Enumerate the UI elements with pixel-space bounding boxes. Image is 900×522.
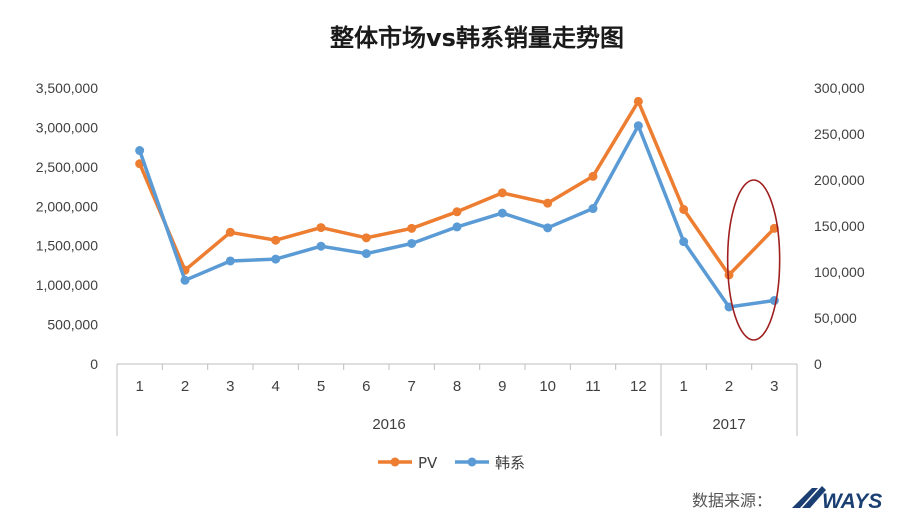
data-point-korean	[407, 238, 417, 248]
y-left-tick-label: 0	[90, 356, 98, 372]
data-point-korean	[452, 222, 462, 232]
ways-logo: WAYS	[792, 486, 882, 513]
data-point-pv	[497, 188, 507, 198]
y-right-tick-label: 300,000	[814, 80, 865, 96]
series-line-korean	[137, 123, 777, 309]
x-tick-label: 10	[539, 378, 556, 395]
data-point-pv	[225, 227, 235, 237]
chart-title: 整体市场vs韩系销量走势图	[330, 24, 624, 52]
x-tick-label: 12	[630, 378, 647, 395]
y-left-tick-label: 1,500,000	[36, 238, 98, 254]
x-tick-label: 2	[181, 378, 189, 395]
data-point-pv	[452, 207, 462, 217]
x-tick-label: 3	[770, 378, 778, 395]
y-right-tick-label: 50,000	[814, 310, 857, 326]
x-axis-groups: 2016 2017	[372, 416, 745, 433]
data-point-pv	[633, 96, 643, 106]
x-tick-label: 4	[271, 378, 279, 395]
x-tick-label: 1	[135, 378, 143, 395]
y-left-tick-label: 2,000,000	[36, 198, 98, 214]
data-point-pv	[588, 171, 598, 181]
y-right-tick-label: 150,000	[814, 218, 865, 234]
x-tick-label: 5	[317, 378, 325, 395]
data-point-pv	[316, 223, 326, 233]
data-point-korean	[543, 223, 553, 233]
x-tick-label: 1	[679, 378, 687, 395]
legend-item-pv: PV	[378, 454, 438, 472]
x-tick-label: 2	[725, 378, 733, 395]
x-tick-label: 9	[498, 378, 506, 395]
year-label: 2016	[372, 416, 405, 433]
data-point-pv	[271, 235, 281, 245]
y-right-axis: 0 50,000 100,000 150,000 200,000 250,000 300,0…	[814, 80, 865, 372]
y-left-tick-label: 3,000,000	[36, 119, 98, 135]
x-tick-label: 7	[407, 378, 415, 395]
year-label: 2017	[712, 416, 745, 433]
x-tick-label: 3	[226, 378, 234, 395]
y-right-tick-label: 200,000	[814, 172, 865, 188]
data-point-pv	[724, 270, 734, 280]
y-right-tick-label: 0	[814, 356, 822, 372]
source-footer: 数据来源： WAYS	[692, 486, 882, 513]
data-point-korean	[225, 256, 235, 266]
annotation-layer	[726, 179, 781, 341]
legend-item-korean: 韩系	[455, 454, 525, 472]
data-point-korean	[135, 146, 145, 156]
y-left-axis: 0 500,000 1,000,000 1,500,000 2,000,000 2,500…	[36, 80, 99, 372]
brand-name: WAYS	[822, 490, 882, 513]
series-layer	[135, 96, 779, 312]
y-right-tick-label: 250,000	[814, 126, 865, 142]
data-point-korean	[271, 254, 281, 264]
data-point-korean	[588, 204, 598, 214]
data-point-pv	[407, 223, 417, 233]
x-tick-label: 11	[585, 378, 601, 395]
highlight-ellipse	[726, 179, 781, 341]
axes	[116, 363, 798, 436]
y-left-tick-label: 3,500,000	[36, 80, 98, 96]
legend-label-korean: 韩系	[495, 454, 525, 472]
source-label: 数据来源：	[692, 491, 772, 510]
data-point-pv	[361, 233, 371, 243]
x-tick-label: 8	[453, 378, 461, 395]
data-point-korean	[361, 249, 371, 259]
y-right-tick-label: 100,000	[814, 264, 865, 280]
y-left-tick-label: 2,500,000	[36, 159, 98, 175]
data-point-korean	[316, 241, 326, 251]
series-line-pv	[137, 99, 777, 277]
ways-swoosh-icon	[792, 486, 826, 508]
legend-marker-pv	[390, 457, 400, 467]
data-point-korean	[497, 208, 507, 218]
data-point-korean	[679, 237, 689, 247]
data-point-pv	[679, 204, 689, 214]
data-point-korean	[180, 275, 190, 285]
data-point-korean	[633, 121, 643, 131]
legend-label-pv: PV	[418, 454, 438, 472]
data-point-pv	[543, 198, 553, 208]
legend: PV 韩系	[378, 454, 525, 472]
y-left-tick-label: 500,000	[47, 317, 98, 333]
y-left-tick-label: 1,000,000	[36, 277, 98, 293]
x-tick-label: 6	[362, 378, 370, 395]
x-axis: 1 2 3 4 5 6 7 8 9 10 11 12 1 2 3	[135, 378, 778, 395]
legend-marker-korean	[467, 457, 477, 467]
